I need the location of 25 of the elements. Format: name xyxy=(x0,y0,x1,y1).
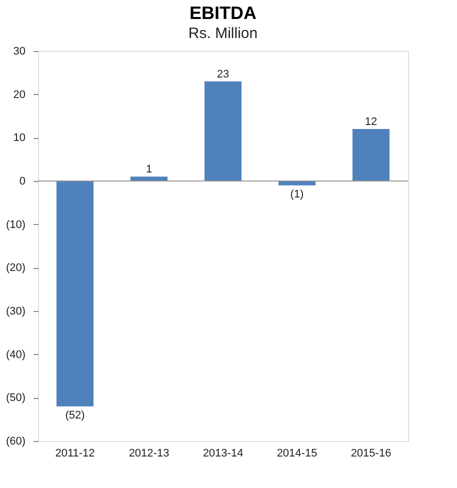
x-tick-label: 2013-14 xyxy=(202,448,244,460)
y-tick-label: 20 xyxy=(13,88,26,101)
y-tick-label: (30) xyxy=(6,306,26,318)
x-tick-label: 2012-13 xyxy=(128,448,170,460)
y-tick-label: 0 xyxy=(19,176,26,188)
data-label: (52) xyxy=(65,409,85,422)
bar xyxy=(56,181,94,406)
data-label: 12 xyxy=(364,116,378,128)
x-tick-label: 2015-16 xyxy=(350,448,392,460)
y-tick-label: 30 xyxy=(13,46,26,58)
y-tick-label: (50) xyxy=(6,392,26,404)
bar xyxy=(204,81,242,181)
y-tick-label: (10) xyxy=(6,218,26,231)
y-tick-label: (40) xyxy=(6,348,26,361)
y-tick-label: (60) xyxy=(6,436,26,448)
x-tick-label: 2014-15 xyxy=(276,448,318,460)
y-tick-label: 10 xyxy=(13,132,26,144)
x-tick-label: 2011-12 xyxy=(55,448,95,460)
bar xyxy=(352,129,390,181)
data-label: 23 xyxy=(216,68,230,80)
chart-title: EBITDA xyxy=(190,3,256,23)
y-tick-label: (20) xyxy=(6,262,26,274)
data-label: (1) xyxy=(290,188,304,200)
chart-subtitle: Rs. Million xyxy=(188,25,258,42)
data-label: 1 xyxy=(146,164,152,176)
